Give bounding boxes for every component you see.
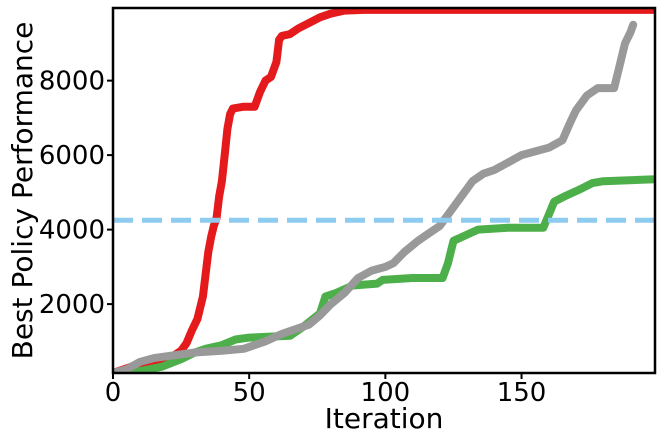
y-tick-label: 4000 — [39, 216, 105, 246]
y-ticks: 2000 4000 6000 8000 — [39, 67, 113, 320]
x-tick-label: 0 — [105, 378, 122, 408]
x-ticks: 0 50 100 150 — [105, 373, 547, 408]
y-tick-label: 2000 — [39, 290, 105, 320]
series-line-3 — [113, 20, 638, 373]
x-tick-label: 50 — [233, 378, 266, 408]
series-line-2 — [113, 175, 655, 373]
y-tick-label: 8000 — [39, 67, 105, 97]
series-layer — [113, 8, 655, 373]
x-tick-label: 150 — [497, 378, 547, 408]
x-tick-label: 100 — [361, 378, 411, 408]
x-axis-label: Iteration — [325, 402, 444, 435]
plot-frame — [111, 6, 657, 375]
y-tick-label: 6000 — [39, 141, 105, 171]
y-axis-label: Best Policy Performance — [6, 22, 39, 360]
